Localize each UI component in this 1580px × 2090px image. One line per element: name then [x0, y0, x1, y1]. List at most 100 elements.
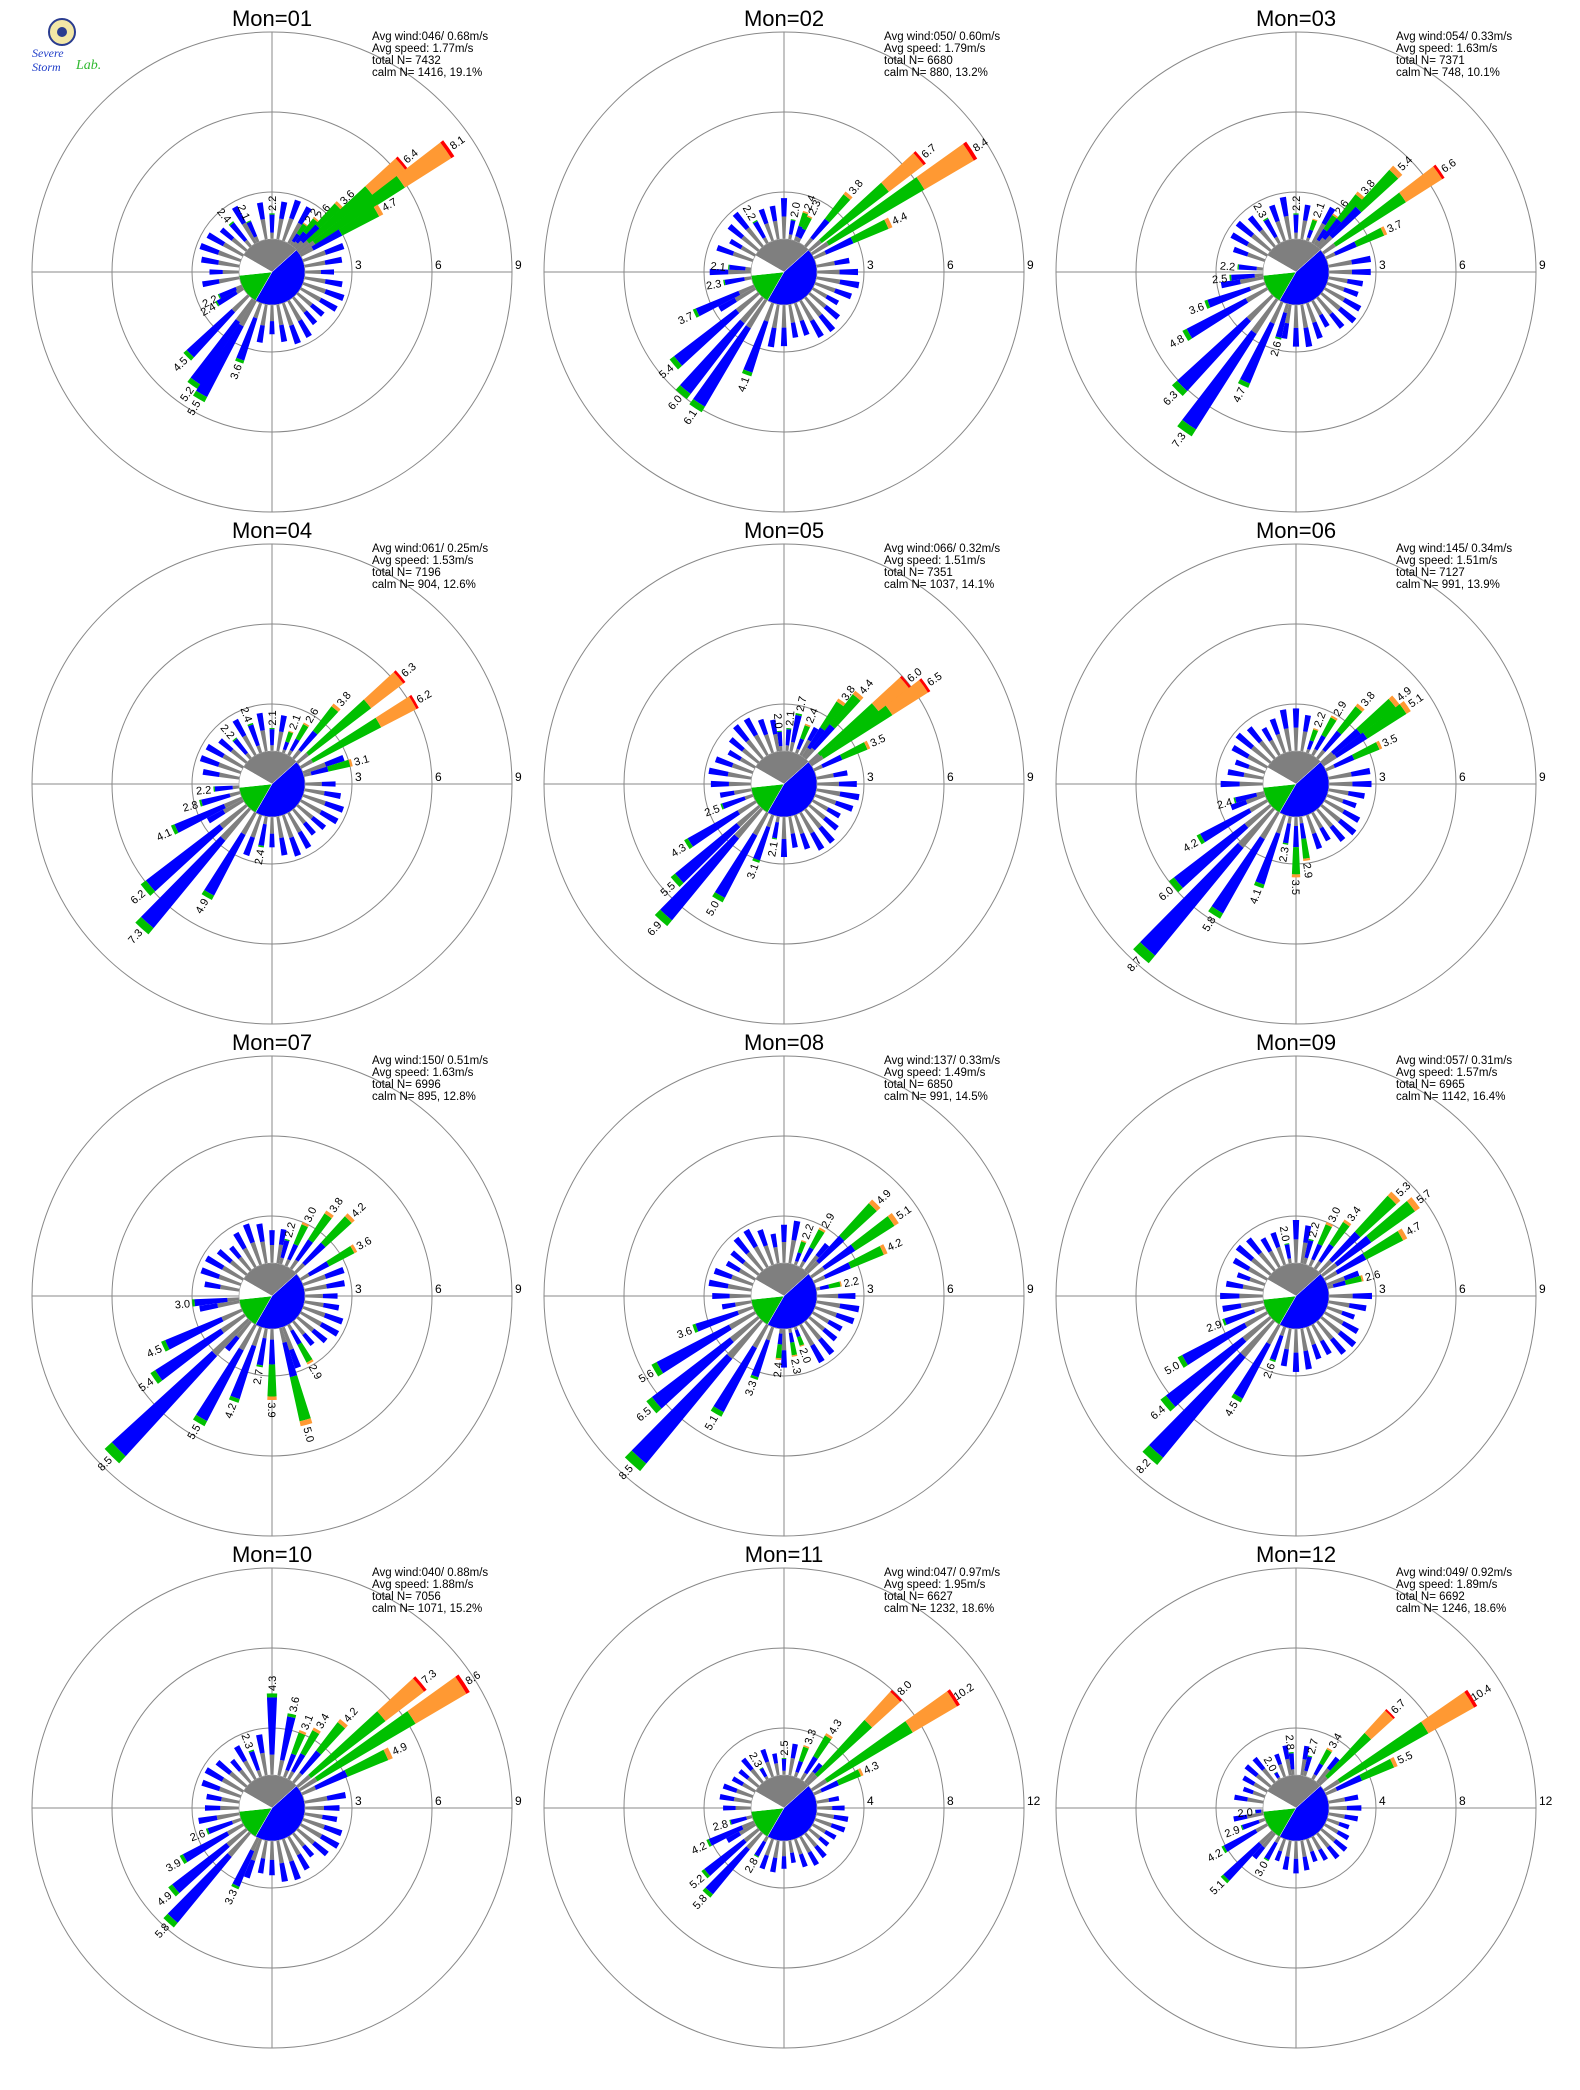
petal-segment — [1225, 1280, 1244, 1289]
ring-label: 3 — [867, 1282, 874, 1296]
petal-segment — [302, 1305, 326, 1318]
petal-value-label: 3.3 — [803, 1728, 820, 1746]
panel-title: Mon=03 — [1256, 6, 1336, 31]
petal-segment — [1293, 304, 1299, 328]
petal-segment — [256, 1223, 265, 1243]
petal-value-label: 2.4 — [1216, 796, 1234, 812]
petal-segment — [1311, 1774, 1317, 1781]
petal-segment — [759, 1767, 768, 1778]
petal-segment — [735, 292, 760, 314]
petal-segment — [179, 1854, 188, 1865]
petal-segment — [772, 821, 780, 839]
petal-segment — [292, 749, 302, 760]
petal-segment — [1285, 1840, 1292, 1857]
petal-segment — [1326, 793, 1344, 804]
petal-segment — [258, 823, 267, 846]
petal-segment — [735, 1300, 752, 1307]
petal-segment — [412, 1676, 427, 1692]
petal-segment — [1220, 780, 1240, 788]
petal-segment — [1303, 1225, 1312, 1244]
petal-segment — [799, 299, 814, 322]
petal-segment — [1328, 1300, 1350, 1308]
petal-segment — [1234, 759, 1250, 769]
petal-segment — [201, 256, 220, 265]
petal-segment — [257, 1858, 266, 1874]
petal-segment — [1239, 1293, 1264, 1299]
petal-segment — [1240, 321, 1275, 384]
ring-label: 12 — [1027, 1794, 1041, 1808]
petal-segment — [1312, 218, 1318, 222]
petal-value-label: 2.6 — [304, 706, 322, 725]
petal-segment — [1313, 1260, 1322, 1270]
petal-segment — [1329, 206, 1362, 239]
petal-segment — [1247, 252, 1266, 263]
petal-segment — [311, 1328, 328, 1344]
petal-segment — [1243, 772, 1264, 780]
petal-segment — [303, 722, 310, 728]
petal-segment — [287, 1713, 297, 1719]
petal-segment — [824, 1733, 833, 1740]
petal-value-label: 4.4 — [857, 677, 876, 696]
petal-value-label: 7.3 — [126, 927, 145, 946]
petal-segment — [727, 749, 742, 761]
petal-segment — [1287, 1258, 1292, 1264]
petal-value-label: 2.2 — [1312, 711, 1329, 729]
petal-segment — [1260, 1237, 1273, 1253]
petal-segment — [292, 1832, 306, 1848]
petal-segment — [814, 793, 837, 805]
stat-avg-speed: Avg speed: 1.49m/s — [884, 1067, 986, 1079]
petal-segment — [808, 1828, 821, 1840]
petal-segment — [1328, 259, 1353, 268]
petal-segment — [1234, 1794, 1248, 1802]
petal-segment — [201, 1779, 221, 1792]
petal-value-label: 3.8 — [1359, 690, 1378, 709]
petal-segment — [307, 1213, 332, 1243]
petal-segment — [269, 728, 275, 730]
petal-segment — [799, 319, 810, 336]
petal-segment — [266, 1697, 278, 1755]
petal-segment — [799, 1260, 806, 1269]
petal-value-label: 8.7 — [1125, 955, 1144, 974]
petal-segment — [806, 1774, 818, 1786]
petal-value-label: 5.1 — [894, 1204, 913, 1223]
petal-segment — [205, 1255, 225, 1270]
petal-segment — [775, 1357, 782, 1360]
petal-segment — [1252, 1845, 1266, 1860]
petal-segment — [788, 234, 793, 240]
ring-label: 6 — [435, 1794, 442, 1808]
petal-segment — [1235, 220, 1255, 238]
petal-segment — [1311, 811, 1324, 829]
petal-segment — [323, 1312, 344, 1325]
petal-value-label: 2.1 — [784, 710, 797, 726]
petal-segment — [798, 228, 806, 239]
petal-segment — [816, 1812, 835, 1819]
petal-segment — [1269, 718, 1281, 736]
petal-segment — [1336, 194, 1363, 223]
petal-segment — [187, 377, 201, 390]
petal-segment — [1246, 1237, 1263, 1255]
petal-segment — [1351, 268, 1371, 276]
petal-segment — [383, 1747, 393, 1761]
petal-segment — [725, 1260, 741, 1273]
petal-segment — [1397, 1228, 1408, 1241]
petal-segment — [302, 222, 308, 227]
petal-segment — [1224, 1309, 1256, 1325]
petal-segment — [811, 1311, 830, 1324]
petal-value-label: 4.2 — [223, 1402, 240, 1420]
petal-segment — [723, 279, 726, 286]
petal-segment — [1283, 215, 1292, 240]
petal-segment — [276, 1244, 284, 1264]
petal-segment — [256, 1734, 265, 1754]
petal-segment — [804, 1255, 819, 1272]
petal-segment — [220, 1805, 240, 1811]
petal-segment — [1258, 1251, 1276, 1272]
petal-value-label: 2.2 — [1307, 1221, 1323, 1239]
petal-segment — [1281, 322, 1290, 339]
ring-label: 6 — [435, 770, 442, 784]
petal-segment — [822, 1244, 856, 1271]
stat-total-n: total N= 6627 — [884, 1591, 953, 1603]
petal-segment — [219, 772, 240, 780]
petal-segment — [838, 780, 857, 788]
